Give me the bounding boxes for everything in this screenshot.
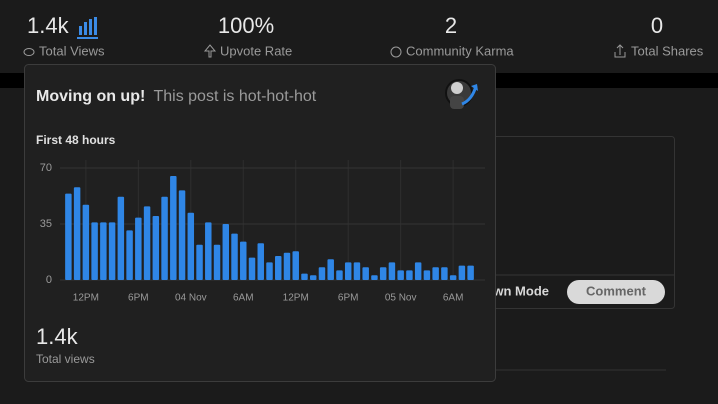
- bar: [170, 176, 177, 280]
- snoo-icon: [445, 79, 478, 109]
- bar: [432, 267, 439, 280]
- total-label: Total views: [36, 352, 95, 366]
- karma-icon: [390, 46, 402, 58]
- bar: [353, 262, 361, 280]
- bar: [222, 224, 230, 280]
- bar: [248, 257, 256, 280]
- y-tick-label: 35: [40, 218, 52, 230]
- x-tick-label: 6AM: [233, 293, 254, 304]
- stat-value: 100%: [218, 13, 274, 38]
- x-tick-label: 12PM: [73, 293, 99, 304]
- share-icon: [614, 44, 626, 58]
- bar: [301, 273, 308, 280]
- bar: [100, 222, 107, 280]
- x-tick-label: 6PM: [338, 293, 359, 304]
- bar: [423, 270, 431, 280]
- bar: [327, 259, 334, 280]
- total-value: 1.4k: [36, 324, 79, 349]
- bar: [196, 244, 203, 280]
- stat-label: Total Shares: [631, 43, 704, 58]
- stats-bar: 1.4k 100% 2 0: [27, 13, 663, 39]
- x-tick-label: 6AM: [443, 293, 464, 304]
- bar: [414, 262, 422, 280]
- comment-button-label[interactable]: Comment: [586, 283, 647, 298]
- bar: [467, 265, 474, 280]
- bar: [257, 243, 264, 280]
- bar: [91, 222, 98, 280]
- bar: [73, 187, 81, 280]
- bar: [344, 262, 352, 280]
- bar: [458, 265, 466, 280]
- bar: [336, 270, 343, 280]
- chart-title: First 48 hours: [36, 133, 116, 147]
- bar: [449, 275, 457, 280]
- bar: [152, 216, 160, 280]
- bar: [178, 190, 186, 280]
- bar: [161, 196, 168, 280]
- x-tick-label: 6PM: [128, 293, 149, 304]
- stat-label: Community Karma: [406, 43, 514, 58]
- bar: [135, 217, 142, 280]
- popup-card: [24, 64, 496, 382]
- upvote-icon: [203, 44, 217, 58]
- comment-button[interactable]: [567, 280, 665, 304]
- bar: [117, 196, 125, 280]
- bar: [388, 262, 396, 280]
- stat-value: 2: [445, 13, 457, 38]
- bar: [205, 222, 212, 280]
- y-tick-label: 0: [46, 274, 52, 286]
- bar: [309, 275, 317, 280]
- bar: [283, 252, 291, 280]
- bar: [441, 267, 448, 280]
- bar: [126, 230, 133, 280]
- stat-value: 1.4k: [27, 13, 70, 38]
- bar: [108, 222, 116, 280]
- bar: [406, 270, 413, 280]
- stat-label: Total Views: [39, 43, 105, 58]
- bar: [275, 256, 282, 280]
- x-tick-label: 12PM: [283, 293, 309, 304]
- bar: [65, 193, 72, 280]
- bar: [231, 233, 238, 280]
- bar: [362, 267, 369, 280]
- stat-label: Upvote Rate: [220, 43, 292, 58]
- bar: [318, 267, 326, 280]
- x-tick-label: 04 Nov: [175, 293, 207, 304]
- bar: [371, 275, 378, 280]
- stat-value: 0: [651, 13, 663, 38]
- bar: [143, 206, 151, 280]
- heading: Moving on up!: [36, 88, 145, 105]
- subheading: This post is hot-hot-hot: [153, 88, 316, 105]
- bar: [240, 241, 247, 280]
- bar: [379, 267, 387, 280]
- bar: [187, 212, 195, 280]
- bar: [292, 251, 299, 280]
- bar: [213, 244, 221, 280]
- plot: 12PM 6PM 04 Nov 6AM 12PM 6PM 05 Nov 6AM 0 35 70: [40, 160, 485, 304]
- eye-icon: [23, 48, 35, 56]
- bar: [397, 270, 404, 280]
- chart-icon[interactable]: [77, 17, 98, 39]
- bar: [82, 204, 90, 280]
- y-tick-label: 70: [40, 162, 52, 174]
- bar: [266, 262, 273, 280]
- popup-heading: Moving on up! This post is hot-hot-hot: [36, 88, 317, 105]
- x-tick-label: 05 Nov: [385, 293, 417, 304]
